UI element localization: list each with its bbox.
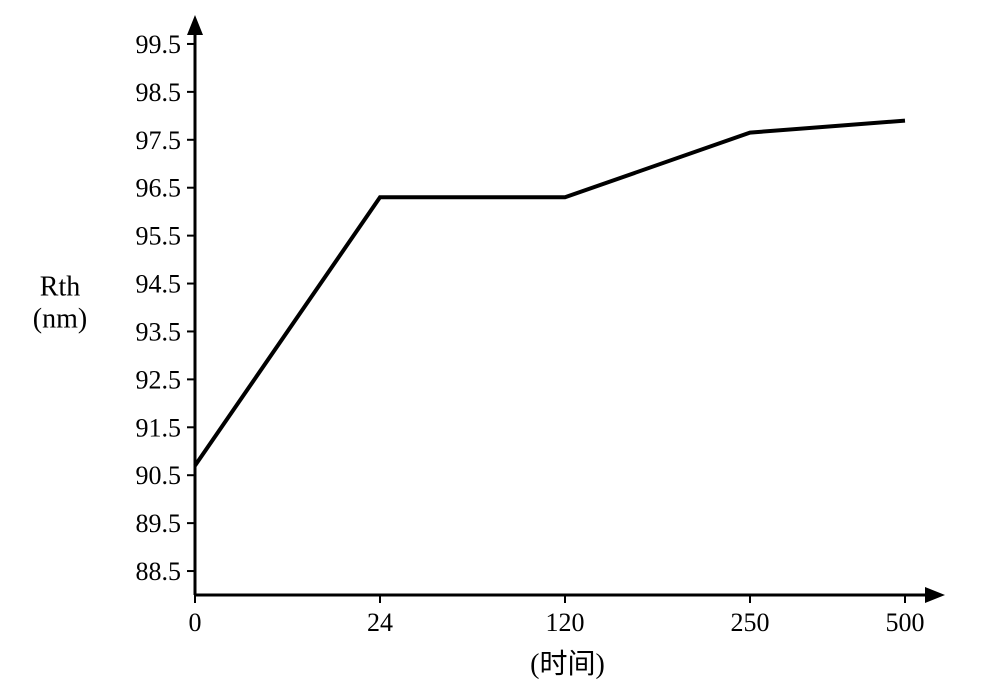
- y-tick-label: 88.5: [136, 557, 182, 586]
- x-tick-label: 120: [546, 608, 585, 637]
- y-axis-arrow: [187, 15, 203, 35]
- x-tick-label: 24: [367, 608, 393, 637]
- y-tick-label: 94.5: [136, 270, 182, 299]
- line-chart: 88.5 89.5 90.5 91.5 92.5 93.5 94.5 95.5 96.5 97.5…: [0, 0, 1000, 696]
- y-tick-label: 93.5: [136, 317, 182, 346]
- x-tick-label: 0: [189, 608, 202, 637]
- data-line: [195, 121, 905, 466]
- x-tick-label: 250: [731, 608, 770, 637]
- y-tick-label: 96.5: [136, 174, 182, 203]
- y-tick-label: 91.5: [136, 413, 182, 442]
- y-axis-label-line1: Rth: [40, 272, 80, 303]
- y-axis-label-line2: (nm): [33, 304, 87, 335]
- y-tick-label: 95.5: [136, 222, 182, 251]
- y-tick-label: 92.5: [136, 365, 182, 394]
- y-tick-label: 90.5: [136, 461, 182, 490]
- y-tick-label: 98.5: [136, 78, 182, 107]
- chart-container: 88.5 89.5 90.5 91.5 92.5 93.5 94.5 95.5 96.5 97.5…: [0, 0, 1000, 696]
- y-tick-label: 99.5: [136, 30, 182, 59]
- y-tick-label: 97.5: [136, 126, 182, 155]
- x-axis-arrow: [925, 587, 945, 603]
- y-tick-label: 89.5: [136, 509, 182, 538]
- x-axis-label: (时间): [530, 648, 605, 680]
- x-tick-label: 500: [886, 608, 925, 637]
